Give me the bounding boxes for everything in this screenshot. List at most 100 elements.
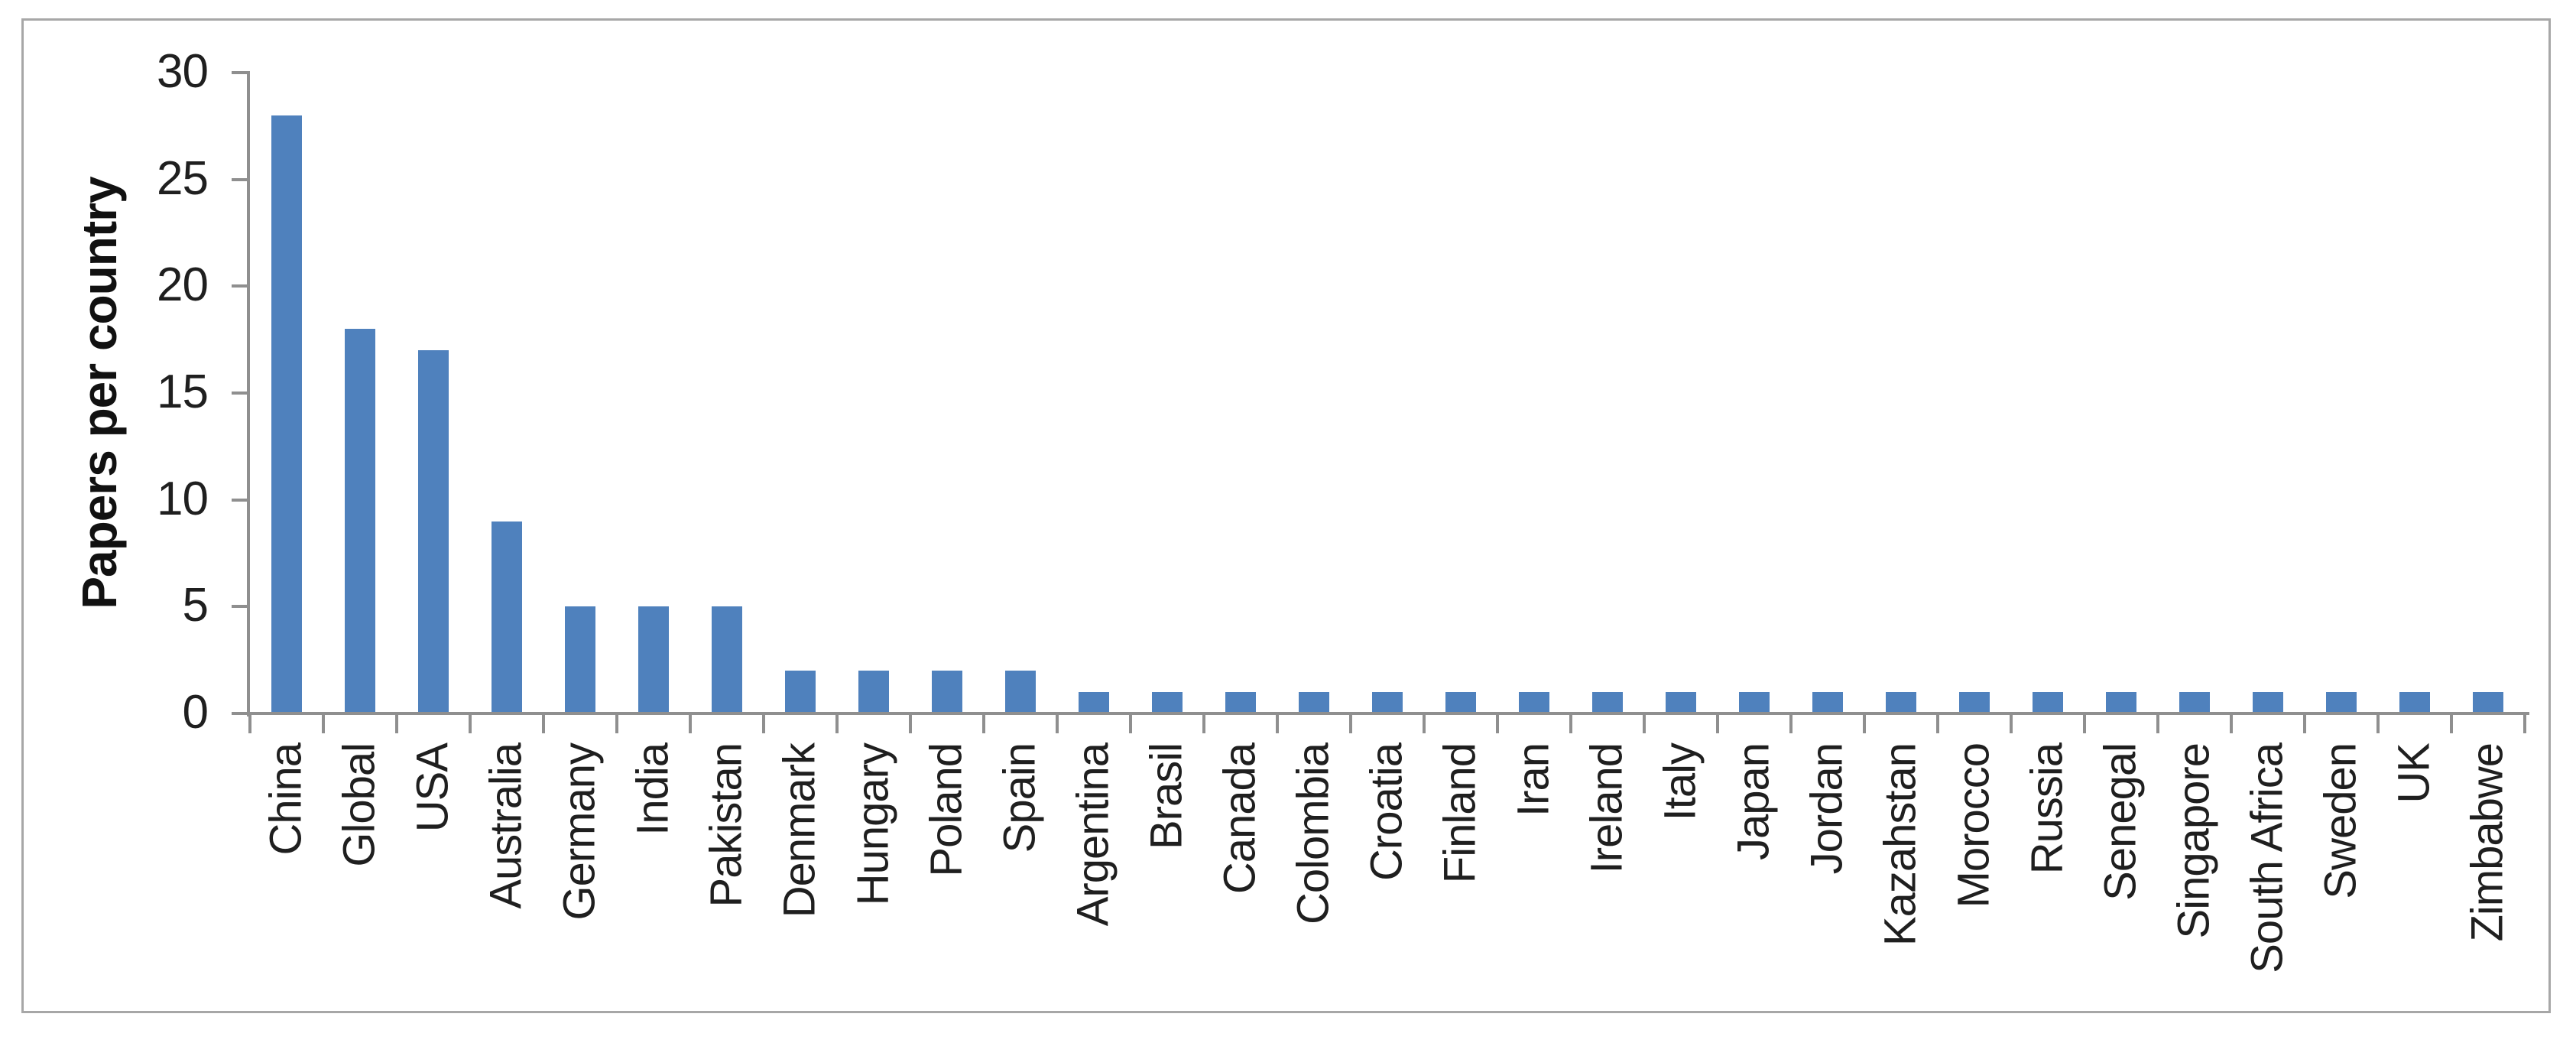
x-tick-label-text: Australia — [481, 743, 531, 909]
x-tick-mark — [1936, 713, 1939, 733]
bar-uk — [2399, 692, 2430, 713]
x-tick-mark — [469, 713, 472, 733]
x-tick-label-text: Colombia — [1288, 743, 1338, 924]
x-tick-mark — [1423, 713, 1426, 733]
x-tick-label-text: Senegal — [2095, 743, 2146, 901]
x-tick-label-text: South Africa — [2242, 743, 2292, 973]
x-tick-mark — [1863, 713, 1866, 733]
bar-senegal — [2106, 692, 2136, 713]
y-tick-mark — [232, 605, 248, 609]
x-tick-label-text: Denmark — [774, 743, 825, 918]
x-tick-mark — [2230, 713, 2233, 733]
x-tick-label-text: India — [628, 743, 678, 836]
x-tick-mark — [2083, 713, 2086, 733]
x-tick-label-text: Germany — [554, 743, 605, 921]
y-tick-mark — [232, 712, 248, 715]
x-tick-label-text: Croatia — [1361, 743, 1412, 881]
x-tick-mark — [248, 713, 251, 733]
bar-china — [271, 115, 302, 713]
x-tick-label-text: USA — [407, 743, 458, 833]
bar-brasil — [1152, 692, 1183, 713]
x-tick-mark — [2303, 713, 2306, 733]
x-tick-label-text: Brasil — [1141, 743, 1192, 850]
bar-finland — [1445, 692, 1476, 713]
bar-iran — [1519, 692, 1549, 713]
x-tick-mark — [615, 713, 618, 733]
x-tick-mark — [1202, 713, 1205, 733]
x-tick-label-text: Kazahstan — [1875, 743, 1926, 947]
bar-argentina — [1079, 692, 1109, 713]
x-tick-mark — [2010, 713, 2013, 733]
bar-south-africa — [2253, 692, 2283, 713]
y-tick-label: 20 — [157, 258, 209, 312]
x-tick-label-text: Iran — [1508, 743, 1559, 817]
bar-usa — [418, 350, 449, 713]
bar-zimbabwe — [2473, 692, 2503, 713]
x-tick-mark — [1789, 713, 1792, 733]
x-tick-label-text: Zimbabwe — [2462, 743, 2513, 942]
x-tick-label-text: Russia — [2022, 743, 2072, 875]
y-tick-label: 5 — [182, 579, 209, 632]
x-tick-mark — [542, 713, 545, 733]
x-tick-label-text: Canada — [1215, 743, 1265, 895]
bar-canada — [1225, 692, 1256, 713]
y-tick-label: 30 — [157, 44, 209, 98]
x-tick-label-text: Spain — [994, 743, 1045, 853]
bar-spain — [1005, 671, 1036, 713]
x-tick-mark — [1276, 713, 1279, 733]
x-tick-label-text: Sweden — [2315, 743, 2366, 899]
x-tick-label-text: Italy — [1655, 743, 1705, 821]
y-tick-label: 0 — [182, 685, 209, 739]
x-tick-label-text: Finland — [1435, 743, 1485, 884]
y-tick-mark — [232, 284, 248, 288]
bar-colombia — [1299, 692, 1329, 713]
bar-hungary — [858, 671, 889, 713]
bar-italy — [1666, 692, 1696, 713]
x-tick-mark — [762, 713, 765, 733]
y-tick-label: 15 — [157, 365, 209, 418]
x-axis-line — [247, 712, 2529, 715]
x-tick-label-text: Hungary — [848, 743, 898, 906]
x-tick-label-text: Global — [334, 743, 384, 867]
x-tick-mark — [2156, 713, 2159, 733]
x-tick-mark — [1569, 713, 1572, 733]
bar-croatia — [1372, 692, 1403, 713]
x-tick-mark — [1056, 713, 1059, 733]
bar-japan — [1739, 692, 1770, 713]
x-tick-mark — [909, 713, 912, 733]
bar-morocco — [1959, 692, 1990, 713]
x-tick-mark — [322, 713, 325, 733]
x-tick-label-text: Morocco — [1948, 743, 1999, 908]
y-tick-mark — [232, 71, 248, 74]
bar-india — [638, 606, 669, 713]
y-axis-line — [247, 71, 250, 716]
x-tick-label-text: Poland — [921, 743, 972, 877]
x-tick-label-text: Ireland — [1582, 743, 1632, 874]
x-tick-mark — [395, 713, 398, 733]
y-tick-mark — [232, 498, 248, 502]
x-tick-mark — [2450, 713, 2453, 733]
y-tick-mark — [232, 392, 248, 395]
x-tick-mark — [1496, 713, 1499, 733]
x-tick-label-text: UK — [2389, 743, 2439, 804]
bar-germany — [565, 606, 595, 713]
bar-global — [345, 329, 375, 713]
x-tick-label-text: Jordan — [1802, 743, 1852, 875]
bar-australia — [492, 521, 522, 713]
x-tick-mark — [2523, 713, 2526, 733]
x-tick-mark — [1349, 713, 1352, 733]
bar-poland — [932, 671, 962, 713]
x-tick-mark — [1716, 713, 1719, 733]
x-tick-mark — [1129, 713, 1132, 733]
bar-denmark — [785, 671, 816, 713]
x-tick-mark — [689, 713, 692, 733]
x-tick-label-text: China — [261, 743, 311, 856]
bar-kazahstan — [1886, 692, 1916, 713]
bar-sweden — [2326, 692, 2357, 713]
x-tick-mark — [1643, 713, 1646, 733]
x-tick-label-text: Japan — [1728, 743, 1779, 861]
bar-jordan — [1812, 692, 1843, 713]
x-tick-label-text: Pakistan — [701, 743, 751, 908]
bar-singapore — [2179, 692, 2210, 713]
